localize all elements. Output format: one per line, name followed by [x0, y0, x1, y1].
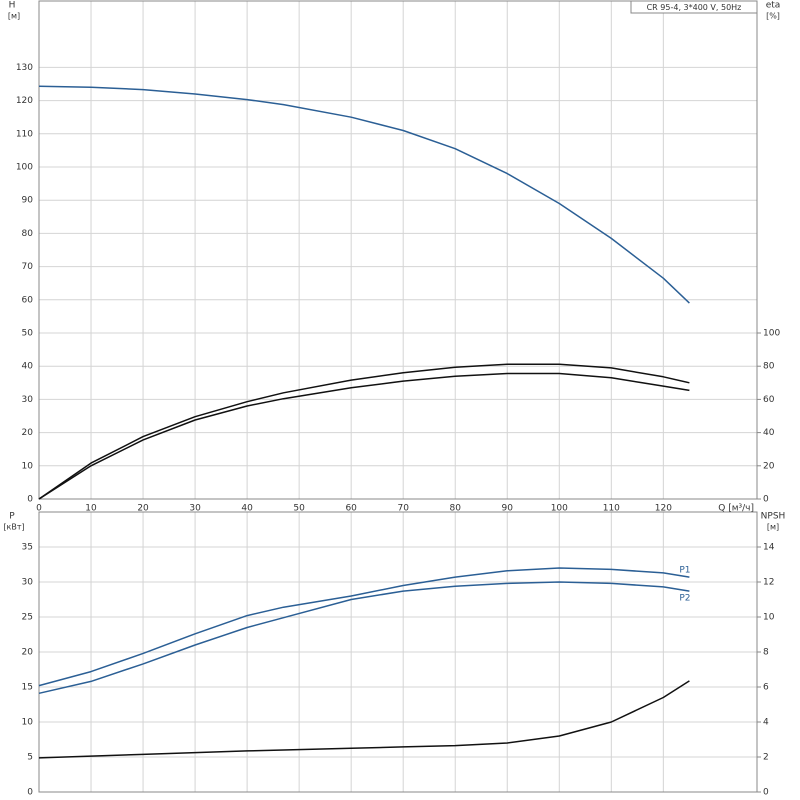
y2-tick-label: 40 [763, 428, 775, 438]
y2-axis-label: NPSH [761, 512, 786, 522]
x-tick-label: 120 [655, 504, 672, 514]
x-tick-label: 110 [603, 504, 620, 514]
y-tick-label: 10 [22, 718, 34, 728]
y-tick-label: 0 [27, 495, 33, 505]
annotation-box [630, 0, 758, 14]
curve [38, 363, 690, 500]
y-tick-label: 80 [22, 229, 34, 239]
x-tick-label: 10 [85, 504, 97, 514]
y2-tick-label: 8 [763, 648, 769, 658]
y-tick-label: 10 [22, 461, 34, 471]
y2-tick-label: 80 [763, 362, 775, 372]
y-axis-unit: [м] [8, 12, 20, 21]
x-tick-label: 30 [189, 504, 201, 514]
x-tick-label: 0 [36, 504, 42, 514]
y2-axis-unit: [%] [766, 12, 780, 21]
y2-tick-label: 20 [763, 461, 775, 471]
curve [38, 85, 690, 304]
y-tick-label: 130 [16, 63, 33, 73]
series-label: P2 [679, 594, 690, 604]
plot-frame [38, 511, 758, 793]
y2-tick-label: 60 [763, 395, 775, 405]
curve [38, 372, 690, 500]
x-tick-label: 20 [137, 504, 149, 514]
y-tick-label: 120 [16, 96, 33, 106]
y2-tick-label: 14 [763, 543, 775, 553]
y-tick-label: 5 [27, 753, 33, 763]
y2-tick-label: 0 [763, 495, 769, 505]
y-tick-label: 0 [27, 788, 33, 798]
y-tick-label: 110 [16, 129, 33, 139]
y-tick-label: 30 [22, 578, 34, 588]
y2-axis-unit: [м] [767, 523, 779, 532]
x-tick-label: 80 [450, 504, 462, 514]
x-tick-label: 50 [293, 504, 305, 514]
y-tick-label: 90 [22, 196, 34, 206]
curve [38, 581, 690, 695]
y2-tick-label: 10 [763, 613, 775, 623]
y-axis-label: P [9, 512, 15, 522]
y-tick-label: 40 [22, 362, 34, 372]
x-axis-label: Q [м³/ч] [718, 504, 754, 514]
y2-tick-label: 6 [763, 683, 769, 693]
y2-tick-label: 4 [763, 718, 769, 728]
y2-tick-label: 0 [763, 788, 769, 798]
y2-tick-label: 12 [763, 578, 774, 588]
y-tick-label: 20 [22, 648, 34, 658]
y2-axis-label: eta [766, 1, 781, 11]
y-tick-label: 30 [22, 395, 34, 405]
plot-frame [38, 0, 758, 500]
y-tick-label: 50 [22, 329, 34, 339]
curve [38, 567, 690, 687]
y-tick-label: 15 [22, 683, 33, 693]
y-tick-label: 70 [22, 262, 34, 272]
series-label: P1 [679, 566, 690, 576]
x-tick-label: 60 [345, 504, 357, 514]
y-axis-label: H [9, 1, 16, 11]
x-tick-label: 70 [397, 504, 409, 514]
annotation: CR 95-4, 3*400 V, 50Hz [647, 3, 742, 12]
curve [38, 680, 690, 759]
y2-tick-label: 100 [763, 329, 780, 339]
x-tick-label: 100 [551, 504, 568, 514]
y-tick-label: 60 [22, 295, 34, 305]
y-tick-label: 35 [22, 543, 33, 553]
x-tick-label: 90 [502, 504, 514, 514]
y2-tick-label: 2 [763, 753, 769, 763]
y-tick-label: 100 [16, 163, 33, 173]
y-tick-label: 25 [22, 613, 33, 623]
x-tick-label: 40 [241, 504, 253, 514]
y-tick-label: 20 [22, 428, 34, 438]
y-axis-unit: [кВт] [3, 523, 24, 532]
